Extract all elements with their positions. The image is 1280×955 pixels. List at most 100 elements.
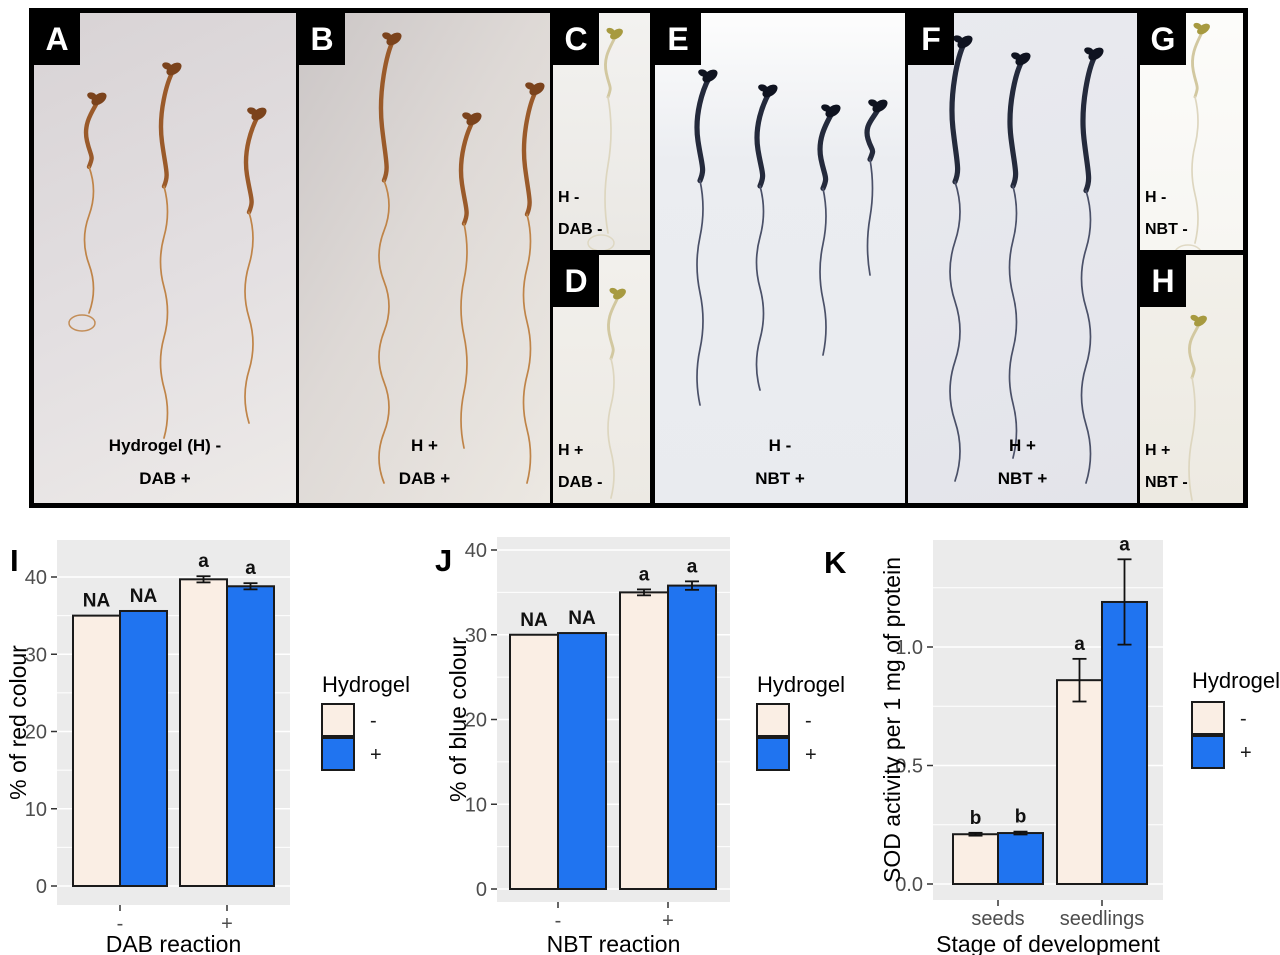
panel-letter-g-text: G [1150, 20, 1176, 57]
panel-letter-c: C [553, 13, 599, 65]
seedling-cotyledon [162, 62, 172, 70]
legend-swatch-+ [1191, 735, 1225, 769]
legend-label: - [1240, 708, 1247, 730]
seedling-hypocotyl [158, 68, 176, 189]
seedling-root [696, 179, 704, 406]
y-axis-label: SOD activity per 1 mg of protein [879, 557, 905, 883]
caption-line: Hydrogel (H) - [108, 436, 222, 455]
seedling-cotyledon [1011, 52, 1021, 60]
seedling-root [460, 222, 468, 449]
seedling-root [1080, 189, 1092, 484]
seedling-cotyledon [382, 32, 392, 40]
x-tick-label: + [221, 913, 233, 935]
seedling-cotyledon [606, 27, 615, 35]
legend-title: Hydrogel [757, 672, 845, 697]
y-tick-label: 1.0 [895, 637, 923, 659]
bar-label: NA [130, 586, 158, 607]
photo-panel-e: E H - NBT + [655, 13, 905, 503]
panel-letter-h: H [1140, 255, 1186, 307]
seedling-hypocotyl [949, 41, 967, 185]
chart-letter-k: K [824, 545, 847, 580]
legend-label: + [1240, 742, 1252, 764]
y-tick-label: 10 [465, 794, 487, 816]
caption-line: H + [558, 442, 584, 459]
caption-line: DAB + [139, 469, 191, 488]
bar-+-+ [226, 585, 275, 888]
seedling-hypocotyl [458, 118, 476, 226]
y-tick-label: 30 [25, 644, 47, 666]
seedlings-image-a [68, 62, 267, 439]
seedling-root [607, 357, 615, 499]
caption-line: NBT + [755, 469, 805, 488]
caption-line: H + [1009, 436, 1036, 455]
x-tick-label: seeds [971, 908, 1024, 930]
bar-label: a [1074, 634, 1085, 655]
seedling-cotyledon [868, 99, 878, 107]
seedling-hypocotyl [694, 75, 712, 184]
caption-line: DAB + [398, 469, 451, 488]
bar-label: a [245, 558, 256, 579]
panel-letter-d: D [553, 255, 599, 307]
seedling-cotyledon [698, 69, 708, 77]
legend-label: + [805, 744, 817, 766]
bar---- [509, 633, 559, 890]
panel-caption-a: Hydrogel (H) - DAB + [34, 429, 296, 495]
seedling-cotyledon [247, 107, 257, 115]
y-axis-label: % of red colour [5, 645, 31, 800]
seedling-root [378, 179, 390, 484]
seedling-root [1188, 376, 1196, 501]
panel-caption-c: H - DAB - [553, 182, 650, 246]
seedling-cotyledon [758, 84, 768, 92]
bar---+ [119, 609, 168, 888]
seedling-hypocotyl [1007, 58, 1025, 189]
seedlings-image-c [587, 27, 623, 250]
legend-label: + [370, 744, 382, 766]
seedling-hypocotyl [864, 105, 882, 162]
seedlings-image-f [949, 35, 1104, 484]
panel-letter-a: A [34, 13, 80, 65]
y-tick-label: 40 [465, 540, 487, 562]
y-tick-label: 20 [25, 722, 47, 744]
bar-+-- [619, 591, 669, 890]
seedling-hypocotyl [1191, 29, 1205, 99]
y-tick-label: 0 [36, 876, 47, 898]
panel-caption-e: H - NBT + [655, 429, 905, 495]
chart-nbt-reaction: 0 10 20 30 40 - + NA NA a a % of blue colour NBT rea… [445, 537, 845, 955]
caption-line: H - [1145, 189, 1167, 206]
panel-letter-d-text: D [564, 262, 588, 299]
bar-label: a [198, 551, 209, 572]
seedling-cotyledon [1084, 47, 1094, 55]
photo-panel-b: B H + DAB + [299, 13, 550, 503]
bar-label: NA [568, 608, 596, 629]
panel-letter-e: E [655, 13, 701, 65]
seedling-root [1008, 185, 1018, 459]
panel-letter-b-text: B [310, 20, 334, 57]
y-tick-label: 0 [476, 879, 487, 901]
caption-line: DAB - [558, 221, 603, 238]
y-tick-label: 0.5 [895, 756, 923, 778]
caption-line: H + [411, 436, 438, 455]
x-tick-label: - [117, 913, 124, 935]
seedling-root [244, 211, 254, 424]
bar-seeds-+ [997, 832, 1044, 886]
seedling-hypocotyl [607, 294, 621, 361]
seedling-root-curl [68, 314, 96, 332]
legend-label: - [805, 710, 812, 732]
panel-letter-e-text: E [667, 20, 689, 57]
bar-label: b [970, 808, 982, 829]
seedling-cotyledon [462, 112, 472, 120]
seedling-hypocotyl [243, 113, 261, 215]
y-tick-label: 0.0 [895, 874, 923, 896]
chart-sod-activity: 0.0 0.5 1.0 seeds seedlings b b a a SOD activity … [879, 534, 1280, 955]
panel-letter-h-text: H [1151, 262, 1175, 299]
seedling-hypocotyl [1188, 321, 1202, 380]
seedling-root-curl [1175, 244, 1201, 250]
caption-line: NBT - [1145, 221, 1188, 238]
x-axis-label: Stage of development [936, 931, 1160, 955]
x-axis-label: NBT reaction [547, 931, 681, 955]
bar-+-+ [667, 584, 717, 890]
panel-letter-g: G [1140, 13, 1186, 65]
chart-letter-j: J [435, 543, 453, 578]
bar---+ [557, 632, 607, 891]
